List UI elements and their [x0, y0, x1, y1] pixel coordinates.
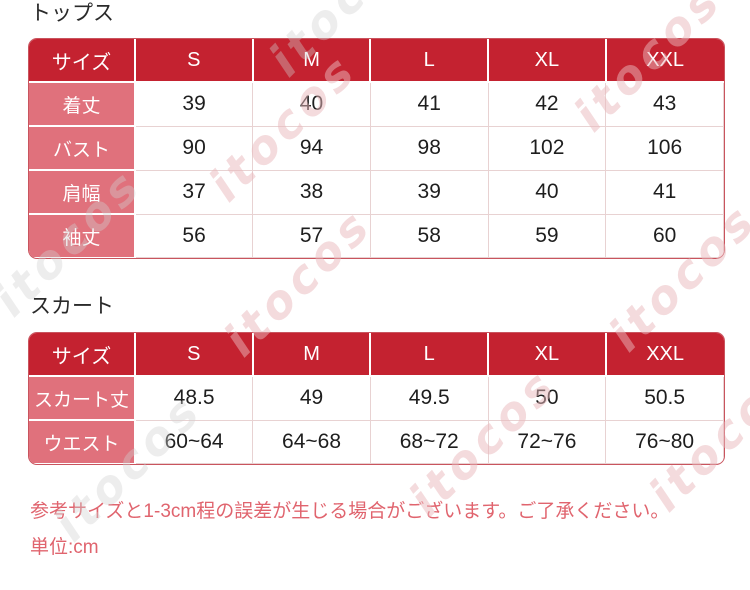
measurement-value: 72~76 [487, 419, 607, 464]
unit-note: 単位:cm [30, 537, 99, 558]
skirt-size-table: サイズ S M L XL XXL スカート丈 48.5 49 49.5 50 50.5 ウエスト 60~6… [29, 333, 724, 464]
tops-size-table: サイズ S M L XL XXL 着丈 39 40 41 42 43 バスト 90 94 98 102 106 肩幅… [29, 39, 724, 258]
measurement-label: スカート丈 [29, 375, 136, 420]
measurement-value: 41 [369, 81, 489, 127]
measurement-label: 袖丈 [29, 213, 136, 257]
measurement-value: 49.5 [369, 375, 489, 421]
measurement-label: バスト [29, 125, 136, 170]
size-column-header: XXL [604, 39, 724, 83]
measurement-value: 38 [252, 169, 371, 215]
measurement-value: 42 [487, 81, 607, 127]
size-header-row: サイズ S M L XL XXL [29, 39, 724, 83]
measurement-value: 37 [134, 169, 254, 215]
section-title-skirt: スカート [30, 295, 114, 318]
size-column-header: XXL [604, 333, 724, 377]
measurement-row: 肩幅 37 38 39 40 41 [29, 169, 724, 215]
size-column-header: XL [487, 39, 606, 83]
measurement-value: 68~72 [369, 419, 489, 464]
measurement-value: 98 [369, 125, 489, 171]
skirt-size-table-container: サイズ S M L XL XXL スカート丈 48.5 49 49.5 50 50.5 ウエスト 60~6… [28, 332, 725, 465]
measurement-row: ウエスト 60~64 64~68 68~72 72~76 76~80 [29, 419, 724, 464]
size-row-header: サイズ [29, 333, 135, 377]
size-tolerance-note: 参考サイズと1-3cm程の誤差が生じる場合がございます。ご了承ください。 [30, 501, 670, 522]
measurement-value: 76~80 [605, 419, 724, 464]
measurement-value: 60~64 [134, 419, 254, 464]
measurement-value: 40 [487, 169, 607, 215]
measurement-value: 57 [252, 213, 371, 258]
size-column-header: M [251, 39, 371, 83]
measurement-value: 90 [134, 125, 254, 171]
section-title-tops: トップス [30, 2, 114, 25]
measurement-value: 56 [134, 213, 254, 258]
size-column-header: L [369, 333, 489, 377]
measurement-value: 41 [605, 169, 724, 215]
measurement-value: 39 [134, 81, 254, 127]
measurement-row: 袖丈 56 57 58 59 60 [29, 213, 724, 258]
measurement-value: 94 [252, 125, 371, 171]
measurement-row: バスト 90 94 98 102 106 [29, 125, 724, 171]
measurement-value: 59 [487, 213, 607, 258]
measurement-value: 60 [605, 213, 724, 258]
measurement-value: 50.5 [605, 375, 724, 421]
size-row-header: サイズ [29, 39, 135, 83]
measurement-label: 肩幅 [29, 169, 136, 214]
measurement-label: ウエスト [29, 419, 136, 463]
tops-size-table-container: サイズ S M L XL XXL 着丈 39 40 41 42 43 バスト 90 94 98 102 106 肩幅… [28, 38, 725, 259]
measurement-row: 着丈 39 40 41 42 43 [29, 81, 724, 127]
measurement-value: 43 [605, 81, 724, 127]
measurement-value: 39 [369, 169, 489, 215]
measurement-value: 102 [487, 125, 607, 171]
measurement-value: 40 [252, 81, 371, 127]
size-column-header: S [134, 39, 253, 83]
size-column-header: L [369, 39, 489, 83]
size-column-header: S [134, 333, 253, 377]
size-header-row: サイズ S M L XL XXL [29, 333, 724, 377]
size-column-header: XL [487, 333, 606, 377]
measurement-value: 106 [605, 125, 724, 171]
measurement-value: 64~68 [252, 419, 371, 464]
measurement-row: スカート丈 48.5 49 49.5 50 50.5 [29, 375, 724, 421]
measurement-value: 49 [252, 375, 371, 421]
measurement-value: 48.5 [134, 375, 254, 421]
size-column-header: M [251, 333, 371, 377]
measurement-label: 着丈 [29, 81, 136, 126]
measurement-value: 58 [369, 213, 489, 258]
measurement-value: 50 [487, 375, 607, 421]
